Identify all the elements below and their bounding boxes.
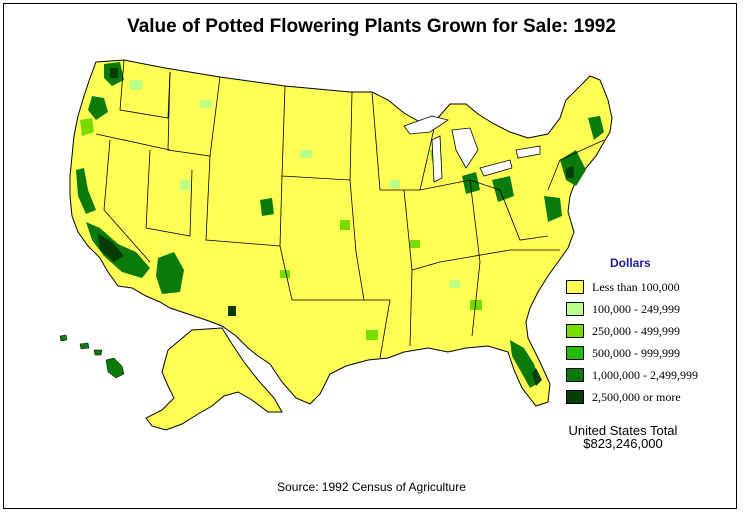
legend-row: 500,000 - 999,999 (566, 342, 698, 364)
legend-title: Dollars (610, 256, 651, 270)
legend-row: 1,000,000 - 2,499,999 (566, 364, 698, 386)
very-high-value-counties (98, 68, 574, 386)
low-mid-value-counties (130, 80, 460, 288)
legend-row: 250,000 - 499,999 (566, 320, 698, 342)
map-title: Value of Potted Flowering Plants Grown f… (127, 16, 616, 37)
legend-swatch (566, 390, 584, 404)
state-boundaries (95, 59, 605, 359)
legend-label: 1,000,000 - 2,499,999 (592, 367, 698, 382)
legend-swatch (566, 302, 584, 316)
legend-label: 100,000 - 249,999 (592, 301, 680, 316)
great-lakes (403, 115, 541, 183)
legend-row: Less than 100,000 (566, 276, 698, 298)
us-total-value: $823,246,000 (583, 436, 663, 451)
legend-row: 100,000 - 249,999 (566, 298, 698, 320)
contiguous-us (69, 59, 613, 407)
source-note: Source: 1992 Census of Agriculture (277, 480, 466, 494)
legend-label: 500,000 - 999,999 (592, 345, 680, 360)
us-total: United States Total $823,246,000 (548, 424, 698, 450)
legend-swatch (566, 280, 584, 294)
alaska (145, 327, 283, 431)
legend-swatch (566, 324, 584, 338)
legend: Less than 100,000 100,000 - 249,999 250,… (566, 276, 698, 408)
legend-row: 2,500,000 or more (566, 386, 698, 408)
legend-swatch (566, 368, 584, 382)
legend-label: Less than 100,000 (592, 279, 680, 294)
legend-swatch (566, 346, 584, 360)
legend-label: 2,500,000 or more (592, 389, 681, 404)
legend-label: 250,000 - 499,999 (592, 323, 680, 338)
us-total-label: United States Total (568, 423, 678, 438)
